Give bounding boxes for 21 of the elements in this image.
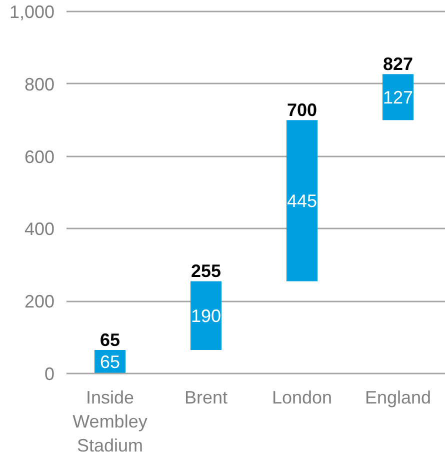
y-tick-label: 200 <box>24 292 55 312</box>
x-tick-label: Inside Wembley Stadium <box>72 388 148 456</box>
y-tick-label: 400 <box>24 219 55 240</box>
x-tick-label: England <box>364 388 432 408</box>
bar <box>382 74 414 120</box>
x-tick-label: London <box>272 388 332 408</box>
y-tick-label: 0 <box>44 364 55 384</box>
bar <box>190 281 222 350</box>
x-tick-label: Brent <box>184 388 228 408</box>
y-tick-label: 1,000 <box>9 2 55 22</box>
annotation: 255 <box>190 261 222 282</box>
annotation: 700 <box>286 100 318 120</box>
data-label: 190 <box>190 306 222 326</box>
data-label: 65 <box>100 330 120 350</box>
annotation: 827 <box>382 54 414 74</box>
bar <box>286 120 318 282</box>
annotation: 65 <box>100 352 120 372</box>
y-tick-label: 600 <box>24 146 55 167</box>
data-label: 445 <box>286 191 318 212</box>
y-tick-label: 800 <box>24 74 55 94</box>
data-label: 127 <box>382 88 414 108</box>
